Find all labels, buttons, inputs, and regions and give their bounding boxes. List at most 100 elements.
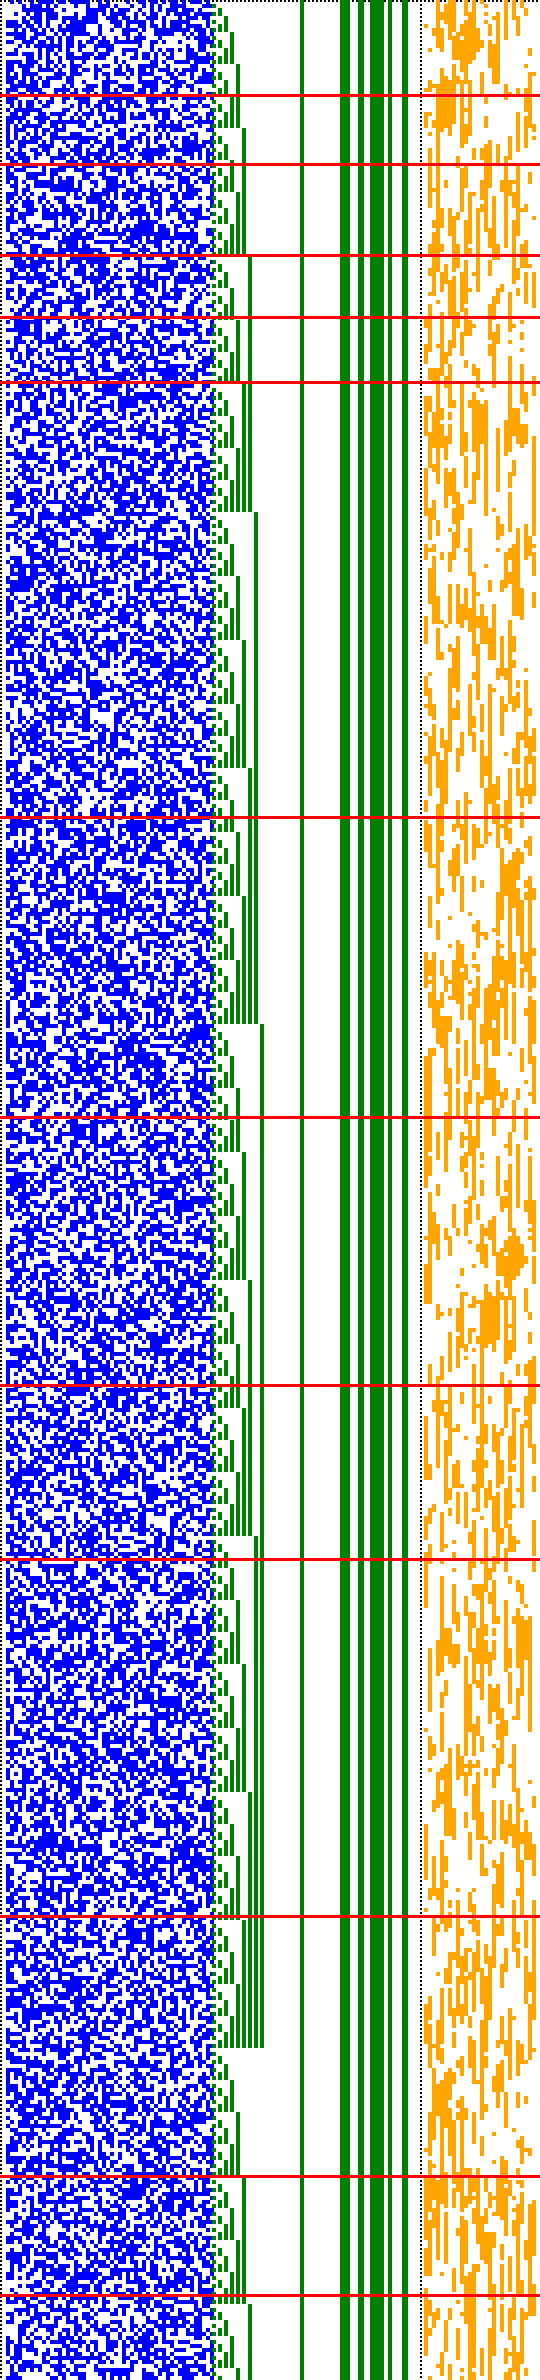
dotted-frame-dot — [0, 1340, 2, 1342]
random-bit-run — [162, 256, 170, 260]
random-bit-run — [162, 428, 170, 432]
random-bit-run — [58, 980, 62, 984]
random-bit-run — [26, 420, 30, 424]
random-bit-run — [42, 680, 46, 684]
random-bit-run — [54, 552, 58, 556]
random-bit-run — [10, 704, 14, 708]
random-bit-run — [166, 1080, 178, 1084]
dotted-frame-dot — [0, 1512, 2, 1514]
random-bit-run — [54, 224, 58, 228]
dotted-frame-dot — [0, 128, 2, 130]
random-bit-run — [50, 988, 58, 992]
random-bit-run — [166, 856, 170, 860]
dotted-frame-dot — [0, 1160, 2, 1162]
random-bit-run — [54, 1112, 62, 1116]
random-bit-run — [6, 1052, 10, 1056]
random-bit-run — [126, 1056, 130, 1060]
random-bit-run — [10, 956, 14, 960]
random-bit-run — [150, 868, 154, 872]
random-bit-run — [10, 0, 14, 4]
random-bit-run — [54, 208, 58, 212]
random-bit-run — [142, 344, 154, 348]
dotted-frame-dot — [0, 2004, 2, 2006]
random-bit-run — [174, 452, 178, 456]
dotted-frame-dot — [0, 1612, 2, 1614]
random-bit-run — [138, 1016, 142, 1020]
random-bit-run — [150, 980, 154, 984]
random-bit-run — [98, 660, 110, 664]
random-bit-run — [142, 1096, 146, 1100]
random-bit-run — [110, 460, 122, 464]
random-bit-run — [106, 956, 114, 960]
random-bit-run — [162, 112, 170, 116]
dotted-frame-dot — [420, 284, 422, 286]
dotted-frame-dot — [0, 132, 2, 134]
random-bit-run — [142, 124, 150, 128]
random-bit-run — [198, 408, 214, 412]
dotted-frame-dot — [420, 1780, 422, 1782]
random-bit-run — [182, 732, 186, 736]
random-bit-run — [34, 180, 54, 184]
random-bit-run — [198, 552, 202, 556]
random-bit-run — [122, 624, 126, 628]
random-bit-run — [10, 84, 38, 88]
random-bit-run — [170, 120, 174, 124]
dotted-frame-dot — [96, 0, 98, 2]
dotted-frame-dot — [0, 100, 2, 102]
random-bit-run — [62, 284, 66, 288]
random-bit-run — [54, 72, 66, 76]
random-bit-run — [194, 668, 202, 672]
random-bit-run — [182, 140, 198, 144]
random-bit-run — [42, 508, 50, 512]
random-bit-run — [98, 0, 102, 4]
random-bit-run — [138, 176, 142, 180]
dotted-frame-dot — [420, 652, 422, 654]
dotted-frame-dot — [0, 36, 2, 38]
random-bit-run — [58, 200, 66, 204]
random-bit-run — [186, 16, 198, 20]
random-bit-run — [54, 88, 70, 92]
random-bit-run — [34, 116, 50, 120]
dotted-frame-dot — [420, 424, 422, 426]
random-bit-run — [14, 536, 22, 540]
random-bit-run — [174, 12, 190, 16]
random-bit-run — [106, 136, 114, 140]
random-bit-run — [22, 664, 26, 668]
dotted-frame-dot — [24, 0, 26, 2]
random-bit-run — [154, 888, 162, 892]
random-bit-run — [158, 920, 162, 924]
random-bit-run — [118, 596, 122, 600]
random-bit-run — [38, 40, 46, 44]
random-bit-run — [134, 972, 154, 976]
random-bit-run — [166, 788, 186, 792]
random-bit-run — [102, 1072, 110, 1076]
random-bit-run — [42, 1096, 46, 1100]
random-bit-run — [134, 224, 154, 228]
random-bit-run — [58, 932, 78, 936]
random-bit-run — [138, 248, 150, 252]
random-bit-run — [82, 532, 86, 536]
random-bit-run — [82, 424, 86, 428]
random-bit-run — [118, 952, 122, 956]
random-bit-run — [126, 336, 130, 340]
dotted-frame-dot — [0, 932, 2, 934]
random-bit-run — [178, 848, 182, 852]
random-bit-run — [178, 704, 190, 708]
dotted-frame-dot — [0, 1056, 2, 1058]
random-bit-run — [158, 404, 166, 408]
random-bit-run — [202, 504, 210, 508]
dotted-frame-dot — [0, 52, 2, 54]
random-bit-run — [26, 60, 38, 64]
random-bit-run — [82, 640, 94, 644]
random-bit-run — [70, 560, 74, 564]
random-bit-run — [190, 676, 198, 680]
random-bit-run — [198, 864, 202, 868]
random-bit-run — [170, 20, 190, 24]
random-bit-run — [98, 800, 102, 804]
random-bit-run — [174, 948, 178, 952]
random-bit-run — [38, 196, 46, 200]
random-bit-run — [110, 276, 122, 280]
random-bit-run — [46, 672, 50, 676]
random-bit-run — [150, 916, 162, 920]
random-bit-run — [82, 480, 86, 484]
